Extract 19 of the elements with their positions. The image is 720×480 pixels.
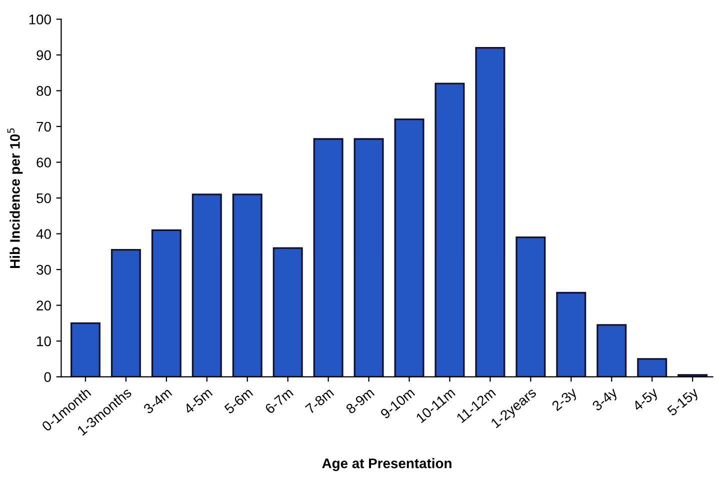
x-tick-label: 2-3y <box>551 386 580 414</box>
y-tick-label: 70 <box>36 122 51 132</box>
x-tick-label: 3-4y <box>592 386 620 414</box>
y-tick-label: 10 <box>37 336 51 346</box>
x-tick-label: 7-8m <box>304 387 334 414</box>
y-tick-label: 0 <box>44 372 51 382</box>
y-tick-label: 30 <box>36 264 51 275</box>
y-tick-label: 60 <box>36 158 51 168</box>
y-axis-title: Hib Incidence per 10$^{5}$ <box>7 128 23 268</box>
y-tick-label: 50 <box>36 193 51 204</box>
x-tick-label: 4-5y <box>632 386 660 414</box>
y-tick-label: 40 <box>36 229 51 239</box>
x-tick-label: 4-5m <box>183 388 213 414</box>
x-axis-title: Age at Presentation <box>322 458 452 472</box>
x-tick-label: 6-7m <box>264 387 294 414</box>
y-tick-label: 20 <box>36 300 51 310</box>
y-tick-label: 100 <box>29 14 51 24</box>
y-tick-label: 90 <box>36 50 51 60</box>
y-tick-label: 80 <box>36 86 51 96</box>
